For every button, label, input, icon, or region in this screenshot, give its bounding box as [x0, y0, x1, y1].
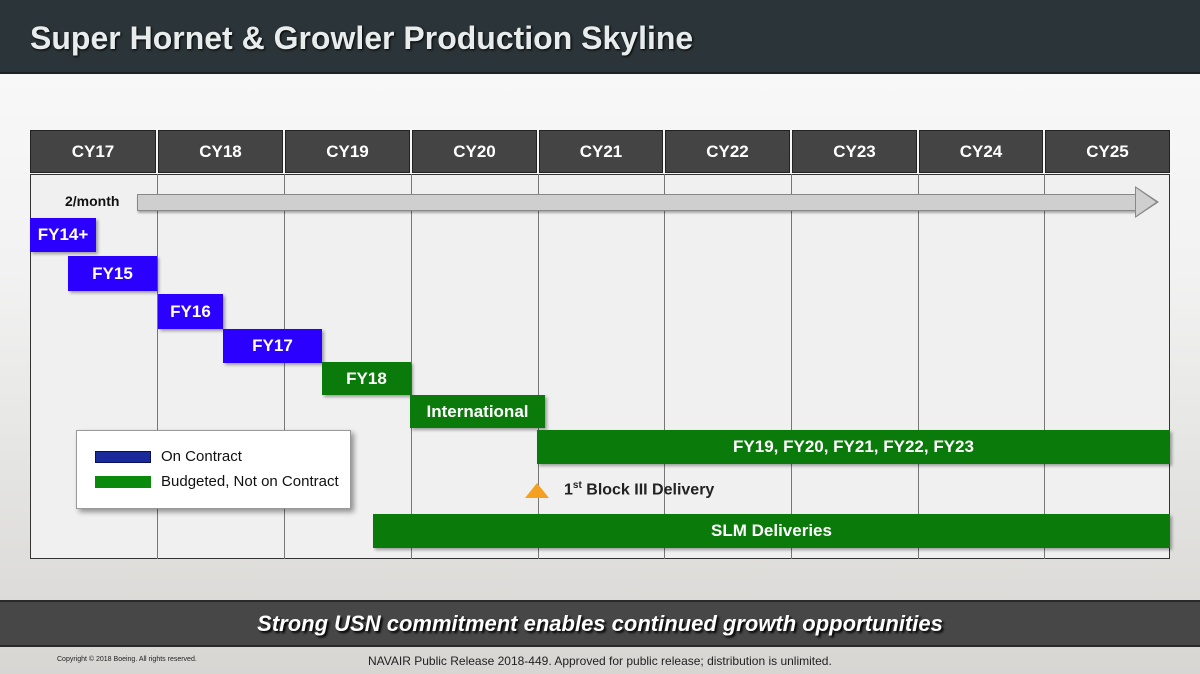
production-skyline-chart: CY17 CY18 CY19 CY20 CY21 CY22 CY23 CY24 … [30, 130, 1170, 559]
grid-line [791, 174, 792, 559]
grid-line [918, 174, 919, 559]
legend: On Contract Budgeted, Not on Contract [76, 430, 351, 509]
milestone-text: Block III Delivery [581, 481, 715, 499]
bar-fy15: FY15 [68, 256, 157, 291]
column-header-cy23: CY23 [792, 130, 917, 173]
legend-label-on-contract: On Contract [161, 448, 242, 465]
grid-line [664, 174, 665, 559]
bar-international: International [410, 395, 545, 428]
column-header-cy17: CY17 [30, 130, 156, 173]
bar-fy14: FY14+ [30, 218, 96, 252]
milestone-triangle-icon [525, 483, 549, 498]
tagline-bar: Strong USN commitment enables continued … [0, 600, 1200, 647]
legend-swatch-budgeted [95, 476, 151, 488]
arrow-head-fill [1136, 188, 1156, 216]
grid-line [411, 174, 412, 559]
tagline: Strong USN commitment enables continued … [257, 610, 943, 636]
title-bar: Super Hornet & Growler Production Skylin… [0, 0, 1200, 74]
bar-fy17: FY17 [223, 329, 322, 363]
column-header-cy18: CY18 [158, 130, 283, 173]
bar-slm-deliveries: SLM Deliveries [373, 514, 1170, 548]
column-header-cy19: CY19 [285, 130, 410, 173]
column-header-cy21: CY21 [539, 130, 663, 173]
bar-fy16: FY16 [158, 294, 223, 329]
grid-line [157, 174, 158, 559]
milestone-ordinal: 1 [564, 481, 573, 499]
milestone-label: 1st Block III Delivery [564, 480, 714, 499]
legend-swatch-on-contract [95, 451, 151, 463]
bar-fy18: FY18 [322, 362, 411, 395]
column-header-cy25: CY25 [1045, 130, 1170, 173]
bar-fy19-fy23: FY19, FY20, FY21, FY22, FY23 [537, 430, 1170, 464]
column-header-cy22: CY22 [665, 130, 790, 173]
grid-line [1044, 174, 1045, 559]
legend-label-budgeted: Budgeted, Not on Contract [161, 473, 339, 490]
copyright: Copyright © 2018 Boeing. All rights rese… [57, 656, 197, 663]
rate-label: 2/month [65, 193, 120, 209]
slide-title: Super Hornet & Growler Production Skylin… [30, 20, 694, 56]
column-header-cy20: CY20 [412, 130, 537, 173]
milestone-suffix: st [572, 480, 582, 491]
grid-line [284, 174, 285, 559]
grid-line [538, 174, 539, 559]
rate-arrow [137, 194, 1137, 211]
column-header-cy24: CY24 [919, 130, 1043, 173]
release-statement: NAVAIR Public Release 2018-449. Approved… [368, 654, 832, 668]
